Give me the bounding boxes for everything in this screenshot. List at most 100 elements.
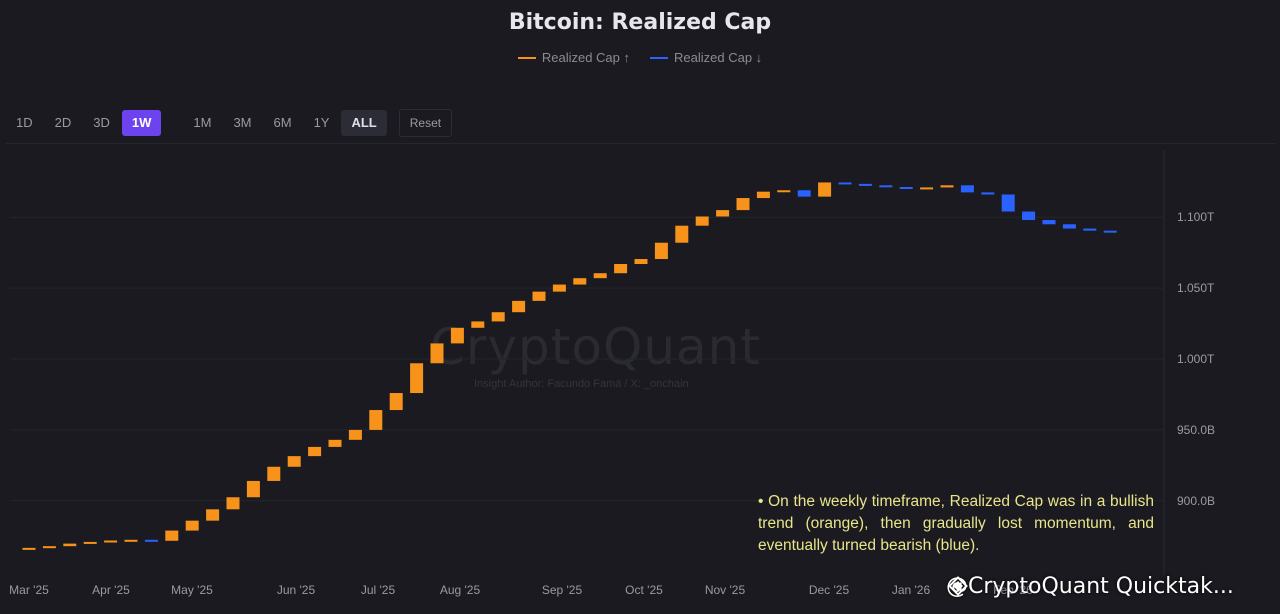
legend-label-up: Realized Cap ↑ [541, 50, 630, 65]
footer-brand-text: @CryptoQuant Quicktak... [946, 574, 1234, 599]
x-tick-label: Feb '26 [993, 583, 1033, 597]
candle [532, 291, 546, 301]
range-6m-button[interactable]: 6M [273, 115, 292, 130]
candle [389, 393, 403, 411]
range-3m-button[interactable]: 3M [233, 115, 252, 130]
candle [104, 540, 118, 543]
x-axis: Mar '25 Apr '25 May '25 Jun '25 Jul '25 Aug '… [9, 583, 1033, 597]
x-tick-label: Aug '25 [440, 583, 481, 597]
legend-item-down[interactable]: Realized Cap ↓ [650, 50, 762, 65]
candle [512, 300, 526, 313]
candle [899, 186, 913, 189]
candle [858, 183, 872, 186]
x-tick-label: Jul '25 [361, 583, 396, 597]
candle [920, 187, 934, 190]
candle [42, 546, 56, 549]
candle [1062, 224, 1076, 229]
y-tick-label: 1.100T [1177, 210, 1215, 224]
x-tick-label: Jun '25 [277, 583, 316, 597]
candle [1001, 194, 1015, 212]
candle [410, 363, 424, 394]
candle [552, 284, 566, 292]
candle [369, 410, 383, 430]
candle [206, 509, 220, 521]
candle [940, 185, 954, 188]
candle [328, 439, 342, 447]
candle [981, 192, 995, 195]
y-tick-label: 1.000T [1177, 352, 1215, 366]
candle [308, 446, 322, 457]
watermark-brand: CryptoQuant [430, 318, 761, 376]
candle [83, 541, 97, 544]
footer-brand: @CryptoQuant Quicktak... [946, 574, 1234, 599]
range-1y-button[interactable]: 1Y [313, 115, 330, 130]
candle [165, 530, 179, 541]
y-tick-label: 950.0B [1177, 423, 1215, 437]
candle [267, 466, 281, 481]
candle [736, 198, 750, 211]
candle [287, 456, 301, 467]
candle [797, 190, 811, 197]
candle [960, 185, 974, 193]
candle [634, 259, 648, 264]
y-axis: 900.0B 950.0B 1.000T 1.050T 1.100T [1177, 210, 1215, 508]
candle [22, 547, 36, 550]
candle [450, 327, 464, 344]
y-tick-label: 900.0B [1177, 494, 1215, 508]
annotation-text: • On the weekly timeframe, Realized Cap … [758, 493, 1154, 554]
timeframe-2d-button[interactable]: 2D [54, 115, 72, 130]
y-tick-label: 1.050T [1177, 281, 1215, 295]
candle [124, 539, 138, 542]
chart-candles [22, 182, 1117, 550]
candle [185, 520, 199, 531]
range-1m-button[interactable]: 1M [193, 115, 212, 130]
chart-grid [10, 150, 1165, 575]
x-tick-label: Apr '25 [92, 583, 130, 597]
candle [430, 343, 444, 364]
reset-button[interactable]: Reset [398, 109, 453, 137]
timeframe-1w-button[interactable]: 1W [121, 110, 162, 136]
candle [614, 263, 628, 274]
x-tick-label: Oct '25 [625, 583, 663, 597]
candle [838, 182, 852, 185]
candle [593, 273, 607, 279]
candle [756, 191, 770, 199]
candle [695, 216, 709, 226]
timeframe-1d-button[interactable]: 1D [16, 115, 33, 130]
candle [471, 321, 485, 328]
watermark-author: Insight Author: Facundo Famá / X: _oncha… [474, 378, 689, 390]
candle [675, 225, 689, 243]
x-tick-label: Nov '25 [705, 583, 746, 597]
x-tick-label: Jan '26 [892, 583, 931, 597]
candle [1022, 211, 1036, 221]
chart-title: Bitcoin: Realized Cap [508, 10, 772, 35]
x-tick-label: Dec '25 [809, 583, 850, 597]
candle [246, 480, 260, 498]
candle [1042, 220, 1056, 225]
x-tick-label: May '25 [171, 583, 213, 597]
candle [777, 190, 791, 193]
chart-frame [6, 143, 1276, 614]
candle [144, 539, 158, 542]
chart-legend: Realized Cap ↑ Realized Cap ↓ [0, 50, 1280, 65]
candle [716, 210, 730, 217]
binance-square-logo-icon [948, 576, 968, 596]
candle [63, 543, 77, 547]
candle [818, 182, 832, 197]
legend-swatch-up [517, 56, 536, 59]
candle [573, 278, 587, 285]
timeframe-3d-button[interactable]: 3D [93, 115, 110, 130]
candle [879, 185, 893, 188]
legend-label-down: Realized Cap ↓ [674, 50, 763, 65]
x-tick-label: Mar '25 [9, 583, 49, 597]
x-tick-label: Sep '25 [542, 583, 583, 597]
candle [226, 497, 240, 510]
range-all-button[interactable]: ALL [341, 110, 387, 136]
candle [1103, 230, 1117, 233]
legend-item-up[interactable]: Realized Cap ↑ [517, 50, 630, 65]
timeframe-toolbar: 1D 2D 3D 1W 1M 3M 6M 1Y ALL Reset [6, 109, 454, 137]
candle [1083, 228, 1097, 231]
candle [348, 429, 362, 440]
candle [491, 312, 505, 322]
